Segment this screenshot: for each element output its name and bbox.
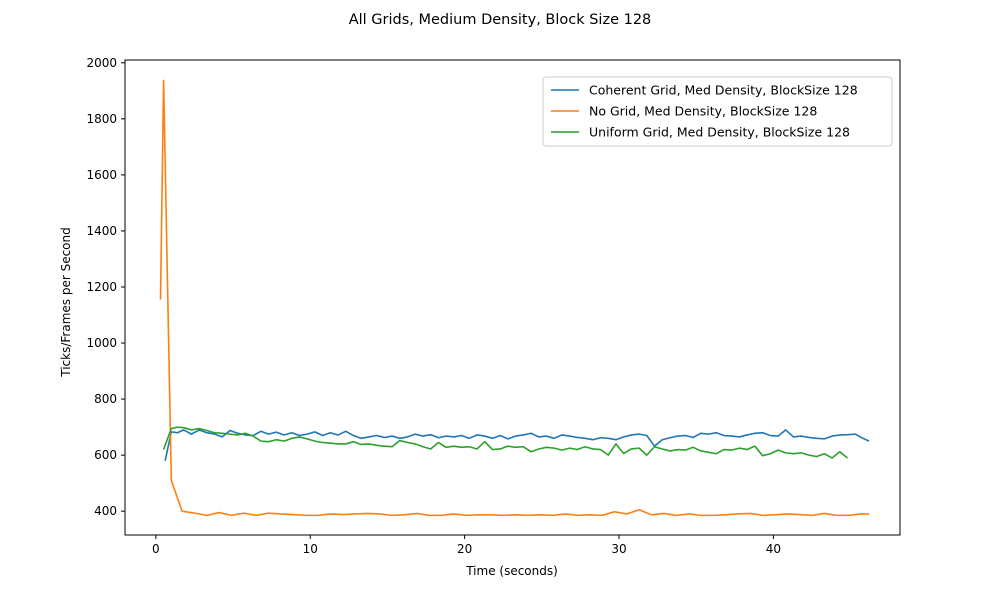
legend-label-coherent: Coherent Grid, Med Density, BlockSize 12… xyxy=(589,83,858,98)
x-axis-label: Time (seconds) xyxy=(465,564,558,578)
y-tick-label: 600 xyxy=(94,448,117,462)
x-axis: 0 10 20 30 40 xyxy=(152,535,781,556)
y-axis: 400 600 800 1000 1200 1400 1600 1800 2000 xyxy=(86,56,125,518)
plot-area: 0 10 20 30 40 400 600 800 1000 1200 1400 1600 1800 2… xyxy=(86,56,901,556)
y-axis-label: Ticks/Frames per Second xyxy=(59,227,73,378)
y-tick-label: 1000 xyxy=(86,336,117,350)
plot-frame xyxy=(124,59,901,536)
legend: Coherent Grid, Med Density, BlockSize 12… xyxy=(542,76,893,147)
x-tick-label: 20 xyxy=(457,542,472,556)
x-tick-label: 40 xyxy=(766,542,781,556)
series-layer xyxy=(159,79,870,517)
y-tick-label: 1600 xyxy=(86,168,117,182)
y-tick-label: 2000 xyxy=(86,56,117,70)
chart-title: All Grids, Medium Density, Block Size 12… xyxy=(349,12,652,28)
y-tick-label: 1200 xyxy=(86,280,117,294)
legend-frame xyxy=(542,76,893,147)
y-tick-label: 800 xyxy=(94,392,117,406)
x-tick-label: 30 xyxy=(611,542,626,556)
legend-label-nogrid: No Grid, Med Density, BlockSize 128 xyxy=(589,104,817,119)
legend-label-uniform: Uniform Grid, Med Density, BlockSize 128 xyxy=(589,125,850,140)
x-tick-label: 10 xyxy=(303,542,318,556)
y-tick-label: 400 xyxy=(94,504,117,518)
series-line-nogrid xyxy=(159,79,870,517)
y-tick-label: 1800 xyxy=(86,112,117,126)
series-line-coherent xyxy=(164,429,870,461)
y-tick-label: 1400 xyxy=(86,224,117,238)
series-line-uniform xyxy=(162,426,849,459)
x-tick-label: 0 xyxy=(152,542,160,556)
